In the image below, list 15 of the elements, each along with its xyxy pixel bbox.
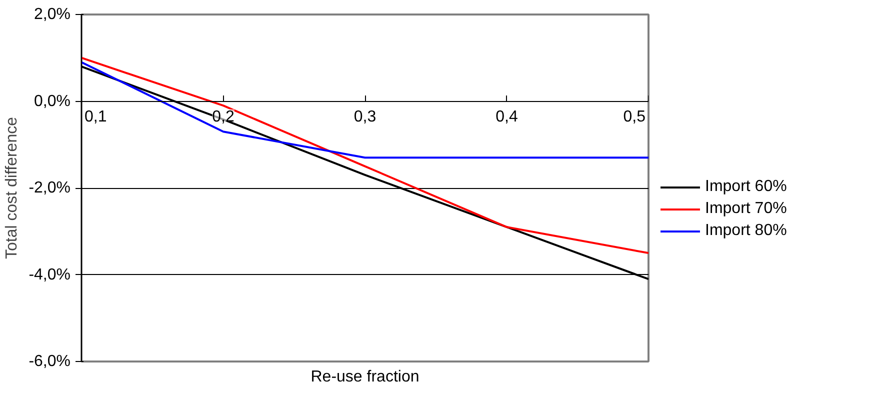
x-tick-label: 0,3 (354, 108, 376, 126)
y-tick-label: 2,0% (34, 6, 70, 23)
y-tick-label: 0,0% (34, 92, 70, 110)
y-tick-label: -2,0% (28, 180, 70, 196)
x-tick-label: 0,5 (623, 108, 646, 126)
legend-label: Import 80% (705, 222, 787, 240)
y-axis-title: Total cost difference (4, 116, 21, 260)
x-tick-label: 0,2 (212, 108, 234, 126)
x-tick-label: 0,4 (496, 108, 518, 126)
y-tick-label: -6,0% (28, 353, 70, 370)
legend-label: Import 70% (705, 200, 787, 218)
x-axis-title: Re-use fraction (310, 368, 420, 386)
y-tick-label: -4,0% (28, 266, 70, 284)
x-tick-label: 0,1 (84, 108, 107, 126)
legend-label: Import 60% (705, 178, 787, 196)
